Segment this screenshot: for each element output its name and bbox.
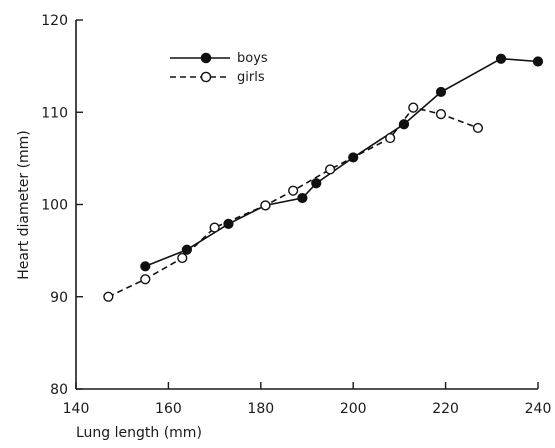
y-tick-label: 90: [50, 290, 68, 306]
y-tick-label: 110: [41, 105, 68, 121]
data-point-boys: [311, 178, 322, 189]
data-point-girls: [140, 274, 151, 285]
legend: boys girls: [170, 51, 268, 85]
legend-label-girls: girls: [237, 70, 265, 85]
y-axis-label: Heart diameter (mm): [16, 130, 32, 280]
data-point-boys: [495, 53, 507, 64]
legend-label-boys: boys: [237, 51, 268, 66]
axes: [75, 20, 538, 390]
data-point-girls: [103, 291, 114, 302]
data-point-girls: [288, 185, 299, 196]
data-point-girls: [435, 108, 447, 120]
data-point-boys: [532, 56, 544, 67]
legend-marker-boys: [200, 52, 212, 64]
data-point-girls: [177, 252, 188, 264]
data-point-boys: [297, 192, 308, 204]
legend-marker-girls: [200, 71, 212, 83]
x-tick-label: 200: [340, 401, 367, 417]
data-point-girls: [385, 132, 396, 144]
x-tick-label: 160: [155, 401, 182, 417]
x-tick-label: 140: [63, 401, 90, 417]
y-tick-label: 120: [41, 13, 68, 29]
x-tick-label: 220: [432, 401, 459, 417]
y-tick-label: 80: [50, 382, 68, 398]
x-tick-label: 180: [247, 401, 274, 417]
data-point-girls: [408, 102, 419, 113]
x-axis-label: Lung length (mm): [76, 425, 202, 441]
x-tick-label: 240: [525, 401, 552, 417]
data-point-boys: [435, 86, 447, 98]
data-point-girls: [209, 222, 220, 233]
legend-item-boys: boys: [170, 51, 268, 66]
data-point-girls: [472, 122, 484, 134]
legend-item-girls: girls: [170, 70, 265, 85]
data-point-girls: [325, 164, 336, 175]
series-layer: [103, 53, 544, 302]
series-line-girls: [107, 106, 479, 298]
y-ticks: 80 90 100 110 120: [41, 13, 83, 398]
x-ticks: 140 160 180 200 220 240: [63, 382, 552, 417]
y-tick-label: 100: [41, 198, 68, 214]
data-point-girls: [260, 200, 271, 211]
data-point-boys: [140, 261, 151, 272]
